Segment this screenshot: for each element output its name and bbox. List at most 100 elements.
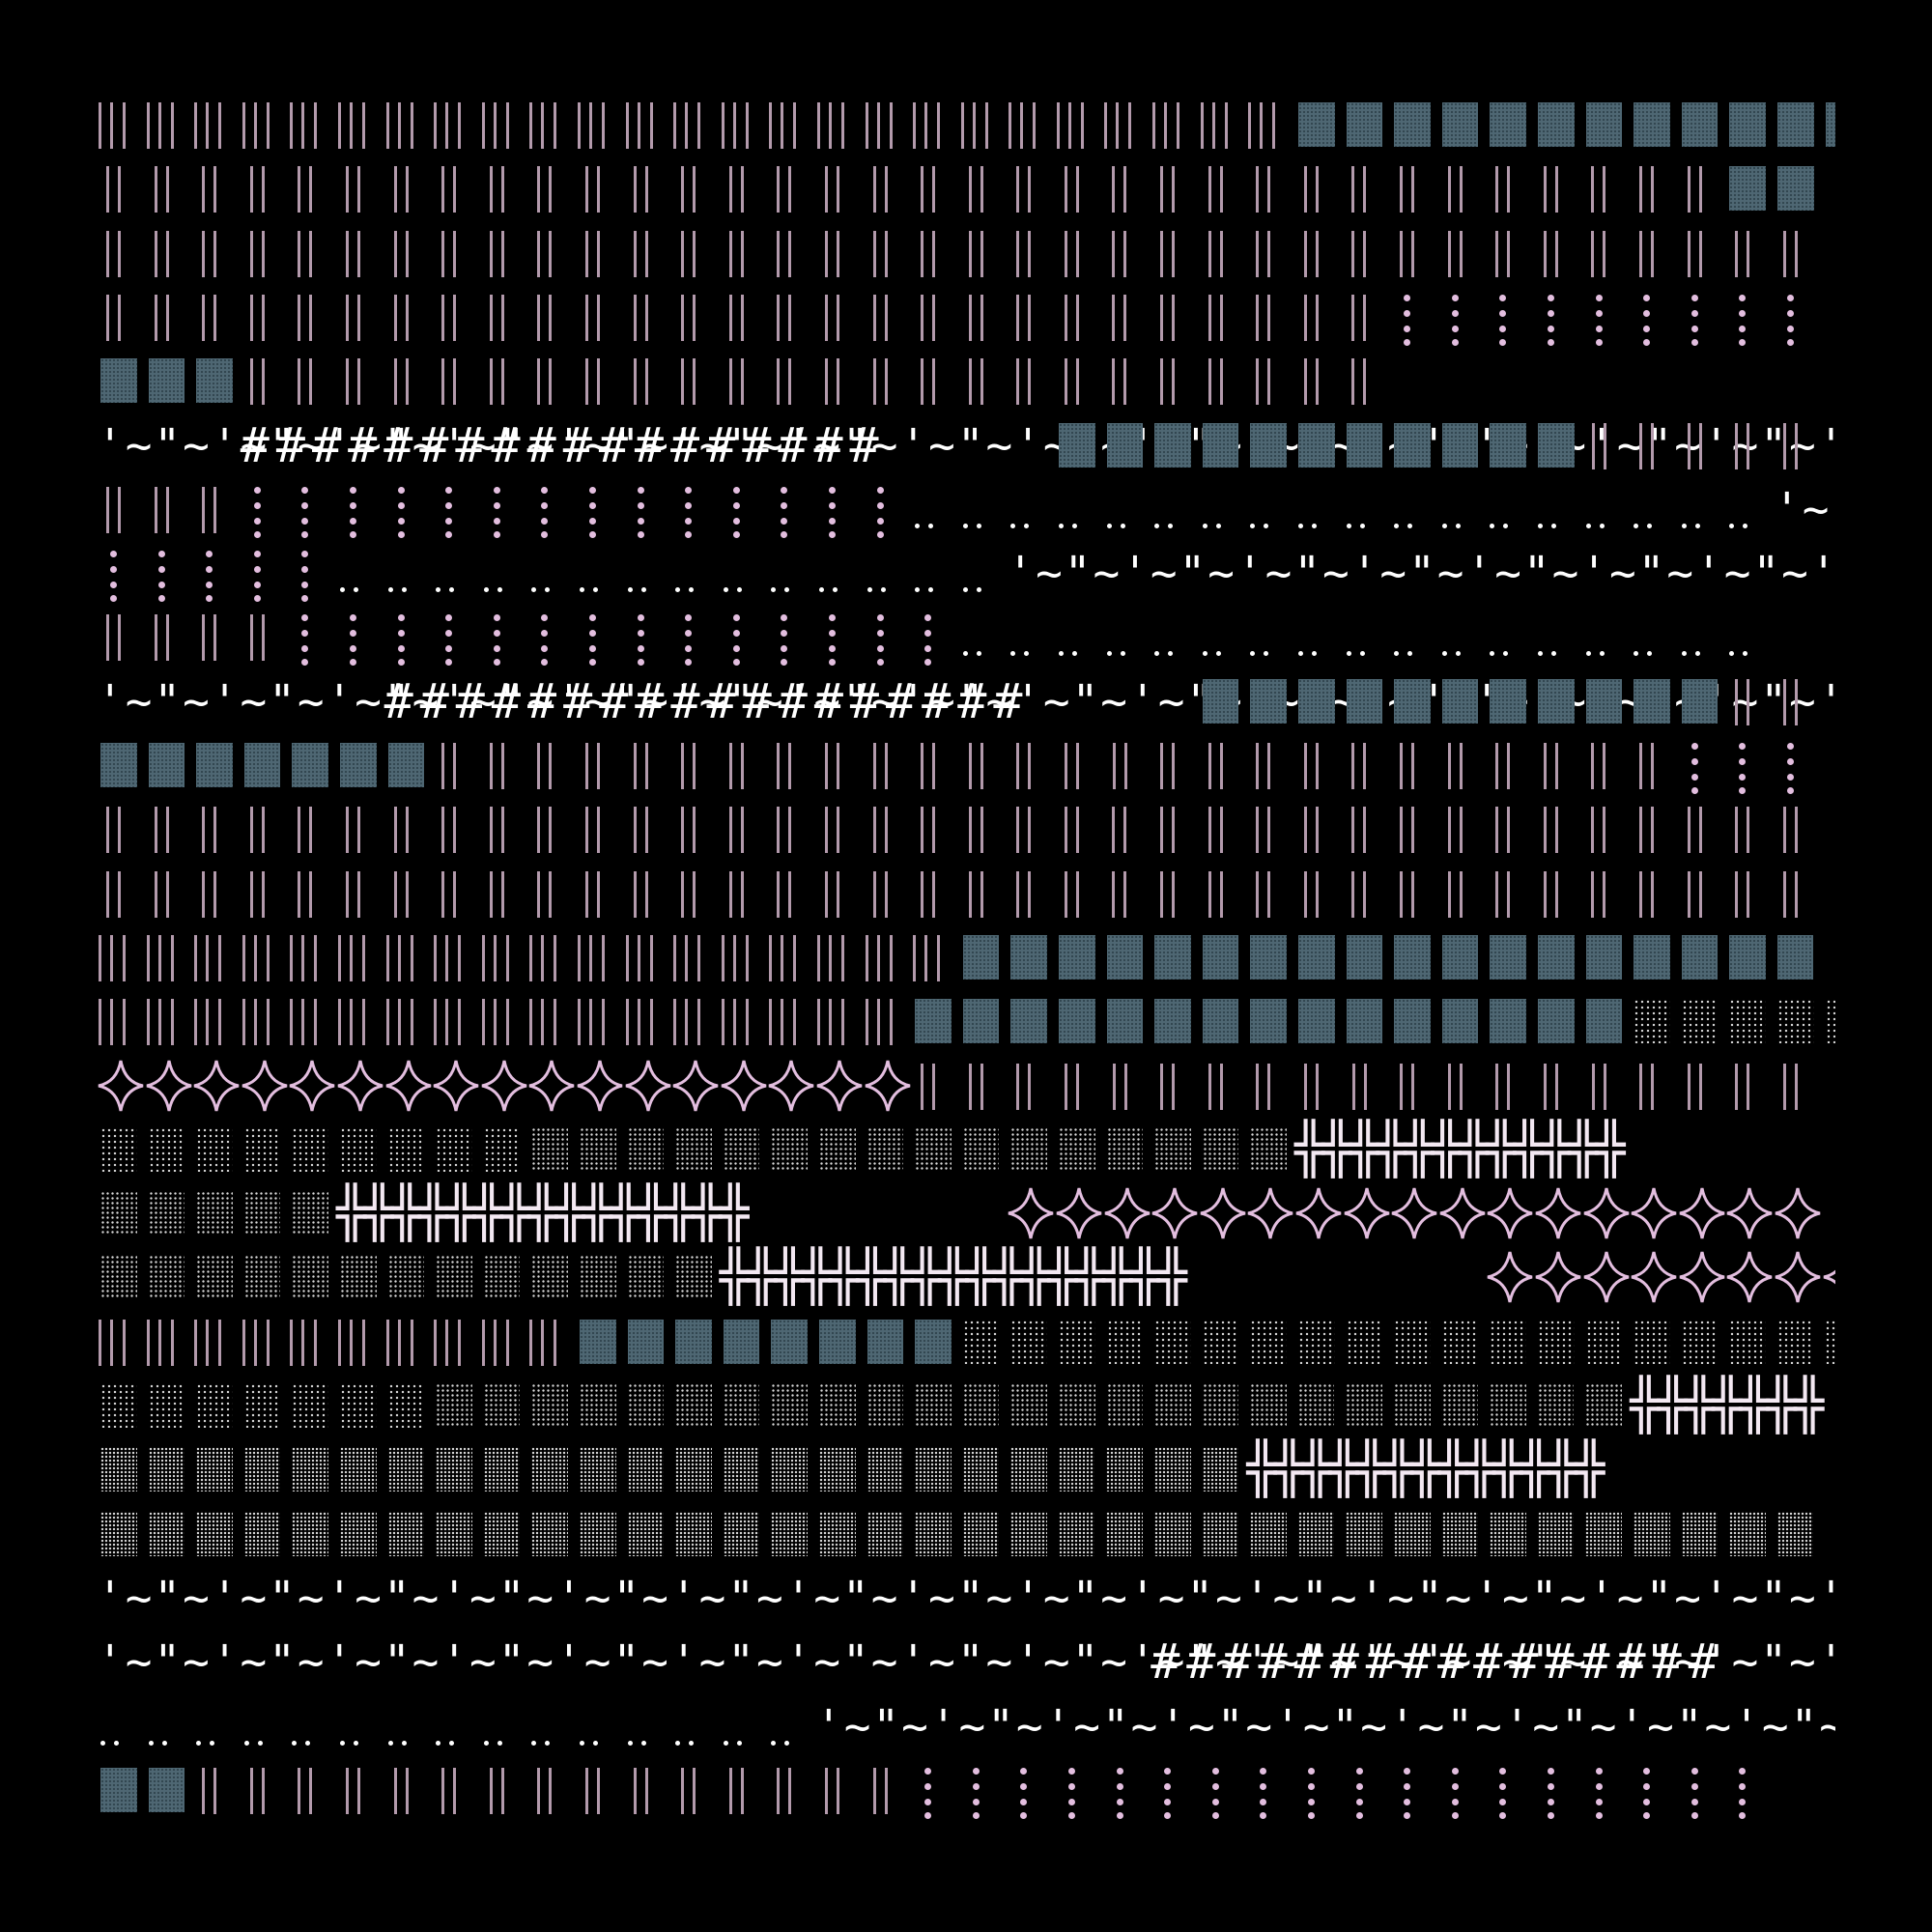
- bars-cell: [1151, 797, 1199, 861]
- ddots-run: [97, 1694, 815, 1758]
- pipe-mark: [165, 614, 169, 662]
- pipe-mark: [921, 358, 924, 406]
- gm-cell: [1294, 1374, 1343, 1437]
- bars-cell: [241, 349, 289, 412]
- bars-cell: [767, 221, 815, 285]
- bars-cell: [1342, 221, 1390, 285]
- pink-dot: [1786, 309, 1794, 317]
- gd-cell: [1246, 1502, 1294, 1566]
- bars-cell: [336, 862, 384, 925]
- pipe-mark: [1219, 358, 1223, 406]
- pipe-mark: [1543, 743, 1547, 789]
- pipe-mark: [1219, 743, 1223, 789]
- pdots-cell: [1294, 1758, 1343, 1822]
- blue-block: [292, 743, 328, 787]
- bars-cell: [1390, 733, 1438, 797]
- pink-dot: [1634, 651, 1639, 657]
- bars-cell: [241, 925, 289, 989]
- grey-dot-block: [196, 1511, 233, 1556]
- grey-dot-block: [531, 1383, 568, 1428]
- bars-cell: [1581, 797, 1630, 861]
- pink-dot: [1503, 651, 1509, 657]
- pipe-mark: [1411, 1063, 1415, 1110]
- ddots-cell: [624, 541, 672, 605]
- bars-cell: [1438, 221, 1487, 285]
- pipe-mark: [1256, 230, 1260, 277]
- star-cell: [192, 1054, 241, 1118]
- pipe-mark: [1112, 166, 1116, 213]
- pipe-mark: [1064, 166, 1067, 213]
- bars-cell: [1294, 862, 1343, 925]
- bars-cell: [192, 1758, 241, 1822]
- pink-dot: [962, 651, 968, 657]
- grey-dot-block: [387, 1383, 425, 1428]
- pipe-mark: [968, 294, 972, 341]
- star-cell: [1534, 1181, 1582, 1245]
- bars-cell: [1630, 862, 1678, 925]
- blue-cell: [97, 349, 145, 412]
- pink-dot: [781, 659, 788, 667]
- pink-dot: [1404, 1782, 1411, 1790]
- pink-dot: [483, 1740, 489, 1746]
- pipe-mark: [876, 934, 880, 981]
- pipe-mark: [884, 1767, 888, 1814]
- pink-dot: [1407, 651, 1413, 657]
- grey-dot-block: [531, 1511, 568, 1556]
- star-cell: [1822, 1245, 1835, 1309]
- pipe-mark: [1160, 294, 1164, 341]
- grey-dot-block: [1202, 1126, 1239, 1172]
- pipe-mark: [693, 358, 696, 406]
- pipe-mark: [1554, 230, 1558, 277]
- gd-cell: [1294, 1502, 1343, 1566]
- grey-dot-block: [387, 1126, 425, 1172]
- bars-cell: [480, 797, 528, 861]
- pink-dot: [349, 630, 356, 638]
- blue-cell: [1103, 989, 1151, 1053]
- pipe-mark: [769, 102, 773, 149]
- pdots-cell: [1390, 1758, 1438, 1822]
- bars-run: [97, 925, 959, 989]
- grey-dot-block: [1202, 1511, 1239, 1556]
- pink-dot: [1585, 651, 1591, 657]
- pipe-mark: [980, 743, 983, 789]
- pipe-mark: [356, 1767, 360, 1814]
- pipe-mark: [1112, 870, 1116, 918]
- star-cell: [336, 1054, 384, 1118]
- pink-dot: [1595, 309, 1603, 317]
- pipe-mark: [788, 1767, 792, 1814]
- blue-block: [148, 743, 185, 787]
- pipe-mark: [1603, 807, 1606, 854]
- bars-cell: [864, 989, 912, 1053]
- grey-dot-block: [100, 1191, 137, 1236]
- pipe-mark: [549, 743, 553, 789]
- bars-run: [97, 1310, 576, 1374]
- pipe-mark: [537, 743, 541, 789]
- bars-cell: [767, 349, 815, 412]
- pink-dot: [685, 614, 693, 622]
- grey-dot-block: [483, 1447, 521, 1492]
- bars-cell: [384, 989, 433, 1053]
- pipe-mark: [505, 1319, 509, 1366]
- pipe-mark: [1554, 166, 1558, 213]
- ddots-cell: [1486, 605, 1534, 668]
- pipe-mark: [1591, 807, 1595, 854]
- grey-dot-block: [196, 1447, 233, 1492]
- pipe-mark: [968, 743, 972, 789]
- pipe-mark: [1172, 807, 1176, 854]
- bars-cell: [1007, 797, 1055, 861]
- bars-cell: [911, 349, 959, 412]
- star-cell: [1438, 1181, 1487, 1245]
- pipe-mark: [309, 870, 313, 918]
- gm-cell: [527, 1118, 576, 1181]
- bars-cell: [288, 989, 336, 1053]
- pink-dot: [1595, 338, 1603, 346]
- pipe-mark: [1639, 230, 1642, 277]
- cross-text: ╬╬╬╬╬╬╬╬╬╬╬╬╬╬╬╬╬: [719, 1248, 1187, 1307]
- blue-cell: [911, 989, 959, 1053]
- blue-block: [1490, 422, 1526, 468]
- blue-block: [915, 999, 952, 1044]
- pipe-mark: [1303, 870, 1307, 918]
- pdots-cell: [480, 605, 528, 668]
- blue-cell: [1151, 413, 1199, 477]
- grey-dot-block: [771, 1126, 808, 1172]
